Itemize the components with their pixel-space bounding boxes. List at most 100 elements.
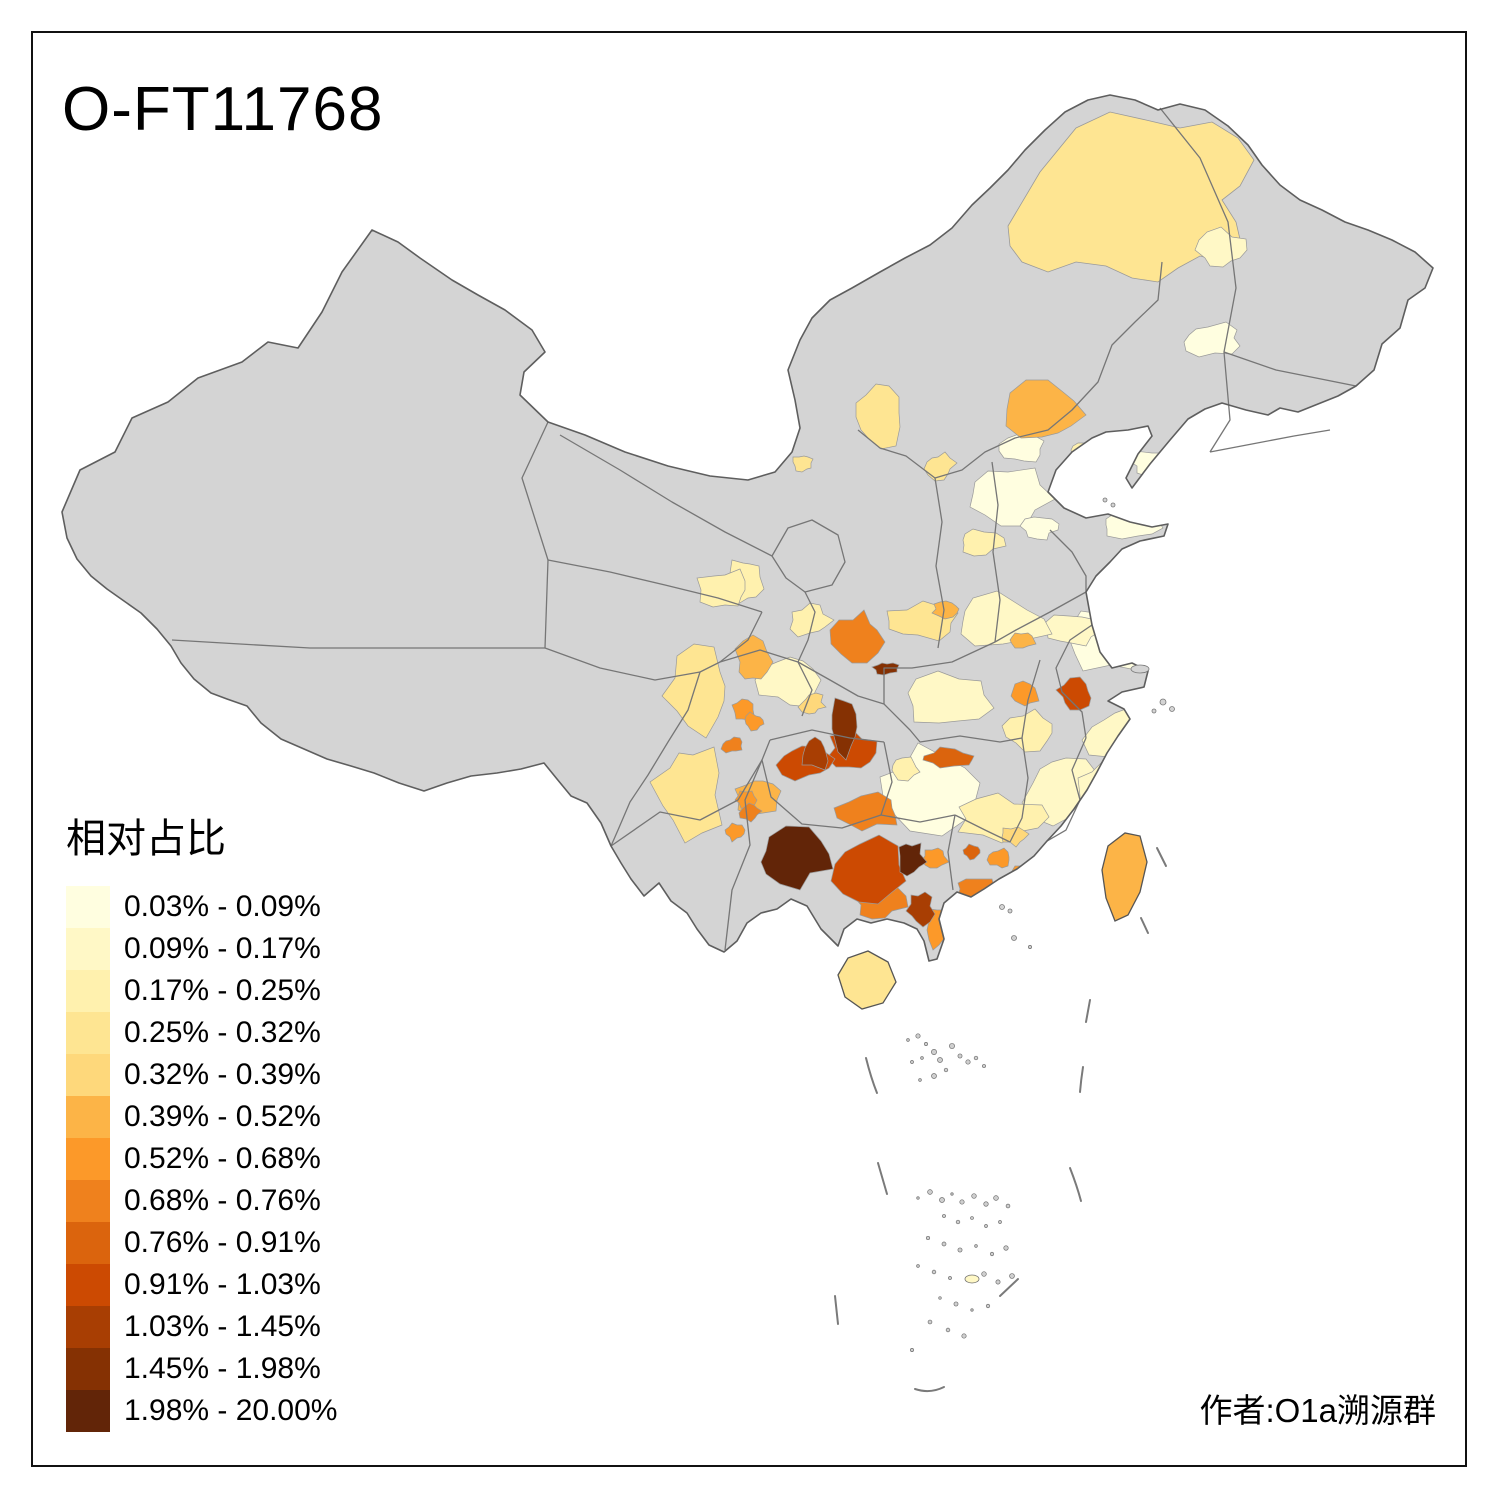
prefecture-region [921, 847, 950, 869]
island-dot [915, 1033, 921, 1039]
island-dot [949, 1043, 955, 1049]
island-dot [927, 1319, 933, 1325]
taiwan-island [1101, 832, 1148, 922]
prefecture-region [907, 670, 995, 724]
province-border-line [771, 519, 846, 593]
island-dot [945, 1327, 951, 1333]
legend-swatch [66, 1138, 110, 1180]
prefecture-region [1194, 226, 1248, 268]
island-dot [916, 1264, 920, 1268]
island-dot [973, 1055, 979, 1061]
national-border [61, 94, 1434, 962]
prefecture-region [962, 843, 981, 861]
legend-swatch [66, 886, 110, 928]
prefecture-region [969, 467, 1056, 527]
legend-class-row: 1.98% - 20.00% [66, 1390, 337, 1432]
legend-class-row: 1.45% - 1.98% [66, 1348, 337, 1390]
province-border-line [171, 639, 545, 649]
province-border-line [1055, 624, 1093, 739]
island-dot [971, 1193, 977, 1199]
island-dot [939, 1197, 945, 1203]
prefecture-region [830, 834, 907, 905]
legend-class-row: 0.32% - 0.39% [66, 1054, 337, 1096]
prefecture-region [905, 891, 936, 928]
island-dot [959, 1199, 965, 1205]
dash-segment [865, 1057, 878, 1094]
island-dot [910, 1348, 914, 1352]
island-dot [931, 1073, 937, 1079]
legend-label: 0.09% - 0.17% [124, 932, 321, 965]
island-dot [961, 1333, 967, 1339]
legend-label: 0.91% - 1.03% [124, 1268, 321, 1301]
province-border-line [954, 814, 1011, 843]
island-dot [970, 1308, 974, 1312]
island-dot [982, 1064, 986, 1068]
legend-label: 0.25% - 0.32% [124, 1016, 321, 1049]
legend-label: 0.39% - 0.52% [124, 1100, 321, 1133]
legend-class-row: 0.91% - 1.03% [66, 1264, 337, 1306]
prefecture-region [833, 791, 898, 832]
legend-class-row: 1.03% - 1.45% [66, 1306, 337, 1348]
legend-label: 0.52% - 0.68% [124, 1142, 321, 1175]
island-dot [953, 1301, 959, 1307]
province-border-line [857, 429, 936, 479]
province-border-line [994, 591, 1087, 643]
prefecture-region [986, 847, 1010, 869]
island-dot [957, 1053, 963, 1059]
island-dot [957, 1247, 963, 1253]
prefecture-region [743, 392, 777, 447]
province-border-line [724, 759, 763, 951]
islet [1110, 502, 1116, 508]
island-dot [906, 1038, 910, 1042]
nine-dash-line [834, 847, 1167, 1393]
prefecture-region [760, 825, 834, 891]
island-dot [970, 1216, 974, 1220]
prefecture-region [1049, 838, 1071, 855]
page-title: O-FT11768 [62, 75, 384, 144]
legend-swatch [66, 1306, 110, 1348]
islet [1130, 664, 1150, 674]
island-dot [941, 1241, 947, 1247]
island-dot [981, 1271, 987, 1277]
island-dot [985, 1303, 991, 1309]
province-border-line [1021, 659, 1041, 739]
prefecture-region [1005, 379, 1087, 439]
legend-class-row: 0.52% - 0.68% [66, 1138, 337, 1180]
prefecture-region [738, 802, 763, 823]
island-dot [998, 1220, 1002, 1224]
dash-segment [1069, 1167, 1082, 1202]
legend-swatch [66, 1390, 110, 1432]
province-border-line [1159, 107, 1237, 453]
province-border-line [521, 421, 549, 649]
province-border-line [934, 261, 1163, 479]
prefecture-region [922, 746, 975, 769]
prefecture-region [871, 662, 900, 676]
island-dot [989, 1251, 995, 1257]
province-border-line [761, 739, 882, 829]
prefecture-region [1071, 449, 1098, 473]
province-border-line [699, 611, 763, 673]
prefecture-region [1055, 676, 1092, 711]
island-dot [1003, 1245, 1009, 1251]
legend-class-row: 0.68% - 0.76% [66, 1180, 337, 1222]
island-dot [943, 1067, 949, 1073]
prefecture-region [1001, 708, 1053, 753]
legend-label: 0.32% - 0.39% [124, 1058, 321, 1091]
legend-label: 0.03% - 0.09% [124, 890, 321, 923]
island-dot [1028, 945, 1032, 949]
province-border-line [797, 591, 816, 717]
islet [1151, 708, 1157, 714]
prefecture-region [923, 451, 958, 482]
prefecture-region [649, 746, 723, 844]
legend-swatch [66, 1096, 110, 1138]
island-dot [955, 1219, 961, 1225]
dash-segment [877, 1162, 888, 1195]
legend-swatch [66, 1348, 110, 1390]
island-dot [916, 1196, 920, 1200]
province-border-line [544, 647, 701, 681]
islet [1102, 497, 1108, 503]
prefecture-region [801, 736, 829, 771]
legend-swatch [66, 1180, 110, 1222]
legend-class-row: 0.76% - 0.91% [66, 1222, 337, 1264]
